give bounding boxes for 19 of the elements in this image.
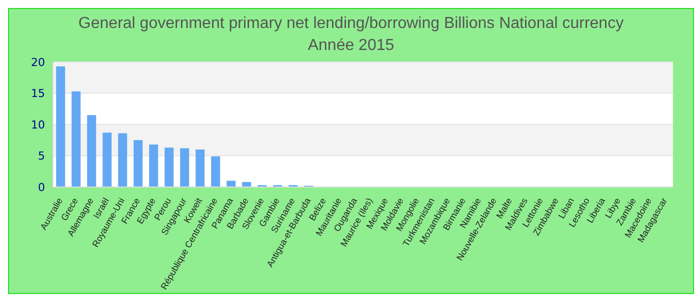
bar xyxy=(211,156,220,187)
bar xyxy=(87,115,96,187)
y-tick-label: 15 xyxy=(31,87,45,100)
y-tick-label: 0 xyxy=(38,180,45,194)
y-tick-label: 20 xyxy=(31,56,45,69)
bar xyxy=(164,148,174,187)
bar xyxy=(242,182,252,187)
bar xyxy=(196,150,205,187)
bar xyxy=(72,91,81,187)
bar xyxy=(149,144,158,187)
chart-title: General government primary net lending/borrowing Billions National currency xyxy=(77,14,625,34)
chart-subtitle: Année 2015 xyxy=(306,36,396,56)
bar xyxy=(102,132,112,187)
bar xyxy=(118,133,128,187)
y-tick-label: 10 xyxy=(31,118,45,132)
bar xyxy=(134,140,143,187)
bar xyxy=(56,66,66,187)
y-tick-label: 5 xyxy=(38,150,45,163)
bar xyxy=(180,148,190,187)
